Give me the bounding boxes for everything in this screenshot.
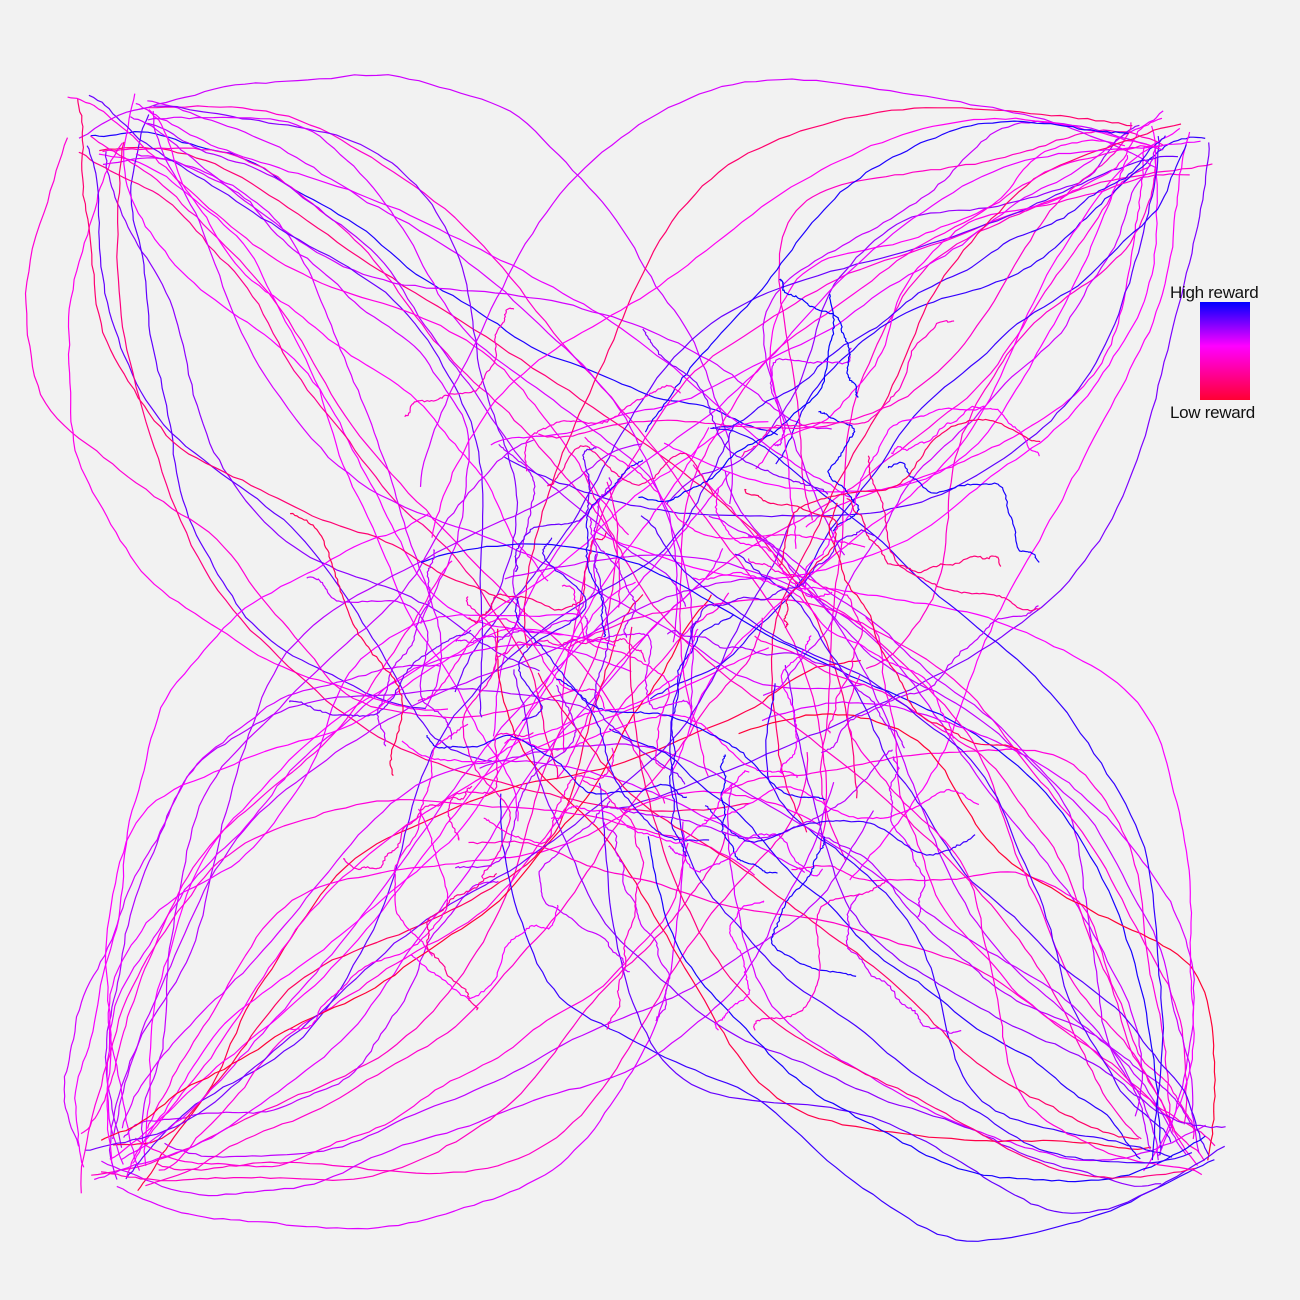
trajectory-line-6 bbox=[26, 138, 578, 718]
trajectory-line-134 bbox=[888, 462, 1039, 562]
trajectory-line-4 bbox=[106, 152, 540, 671]
trajectory-line-74 bbox=[101, 833, 726, 1181]
colorbar-gradient bbox=[1200, 302, 1250, 400]
trajectory-line-27 bbox=[148, 117, 678, 642]
trajectory-line-123 bbox=[670, 623, 1192, 1163]
trajectory-line-25 bbox=[68, 97, 629, 535]
trajectory-line-158 bbox=[583, 780, 644, 1029]
trajectory-line-191 bbox=[779, 419, 1040, 565]
trajectory-line-180 bbox=[847, 499, 1001, 573]
trajectory-line-28 bbox=[866, 159, 1155, 669]
trajectory-line-48 bbox=[650, 144, 1186, 699]
trajectory-line-95 bbox=[748, 536, 1151, 1150]
trajectory-line-116 bbox=[798, 587, 1194, 1171]
trajectory-line-50 bbox=[756, 118, 1162, 468]
trajectory-line-86 bbox=[135, 843, 688, 1167]
trajectory-line-127 bbox=[463, 597, 511, 879]
trajectory-line-10 bbox=[69, 143, 449, 710]
trajectory-line-0 bbox=[99, 147, 857, 798]
colorbar bbox=[1200, 302, 1250, 400]
trajectory-line-16 bbox=[147, 123, 685, 607]
trajectory-line-152 bbox=[770, 348, 851, 446]
trajectory-line-68 bbox=[110, 427, 709, 1159]
trajectory-line-64 bbox=[157, 752, 808, 1174]
trajectory-line-97 bbox=[583, 472, 1141, 1139]
trajectory-line-120 bbox=[648, 836, 1205, 1181]
legend-low-label: Low reward bbox=[1170, 403, 1255, 423]
trajectory-line-36 bbox=[593, 126, 1157, 580]
trajectory-line-67 bbox=[124, 881, 499, 1137]
trajectory-line-98 bbox=[469, 841, 1216, 1146]
trajectory-line-12 bbox=[79, 152, 558, 778]
trajectory-line-174 bbox=[290, 514, 403, 776]
trajectory-line-24 bbox=[149, 110, 548, 582]
trajectory-line-172 bbox=[585, 437, 865, 547]
trajectory-line-129 bbox=[394, 724, 468, 956]
trajectory-line-160 bbox=[594, 554, 685, 784]
trajectory-line-188 bbox=[771, 838, 856, 977]
trajectory-line-154 bbox=[780, 636, 811, 775]
trajectory-line-142 bbox=[715, 901, 764, 1030]
trajectory-line-7 bbox=[136, 154, 442, 708]
trajectory-line-32 bbox=[776, 137, 1205, 464]
trajectory-line-178 bbox=[289, 809, 447, 1030]
trajectory-line-76 bbox=[107, 644, 631, 1164]
trajectory-line-33 bbox=[562, 174, 1190, 753]
trajectory-line-11 bbox=[136, 104, 851, 498]
trajectory-line-35 bbox=[770, 140, 1125, 549]
trajectory-line-168 bbox=[290, 630, 471, 716]
trajectory-line-80 bbox=[159, 593, 729, 1170]
trajectory-line-99 bbox=[866, 617, 1198, 1165]
trajectory-line-124 bbox=[538, 673, 1139, 1139]
trajectory-line-185 bbox=[868, 456, 1040, 611]
trajectory-line-2 bbox=[99, 154, 518, 821]
trajectory-line-104 bbox=[421, 544, 1161, 1155]
trajectory-line-91 bbox=[81, 800, 755, 1194]
legend-high-label: High reward bbox=[1170, 283, 1258, 303]
trajectory-line-22 bbox=[78, 99, 510, 603]
trajectory-line-107 bbox=[693, 465, 1173, 1133]
trajectory-line-117 bbox=[609, 729, 1140, 1159]
